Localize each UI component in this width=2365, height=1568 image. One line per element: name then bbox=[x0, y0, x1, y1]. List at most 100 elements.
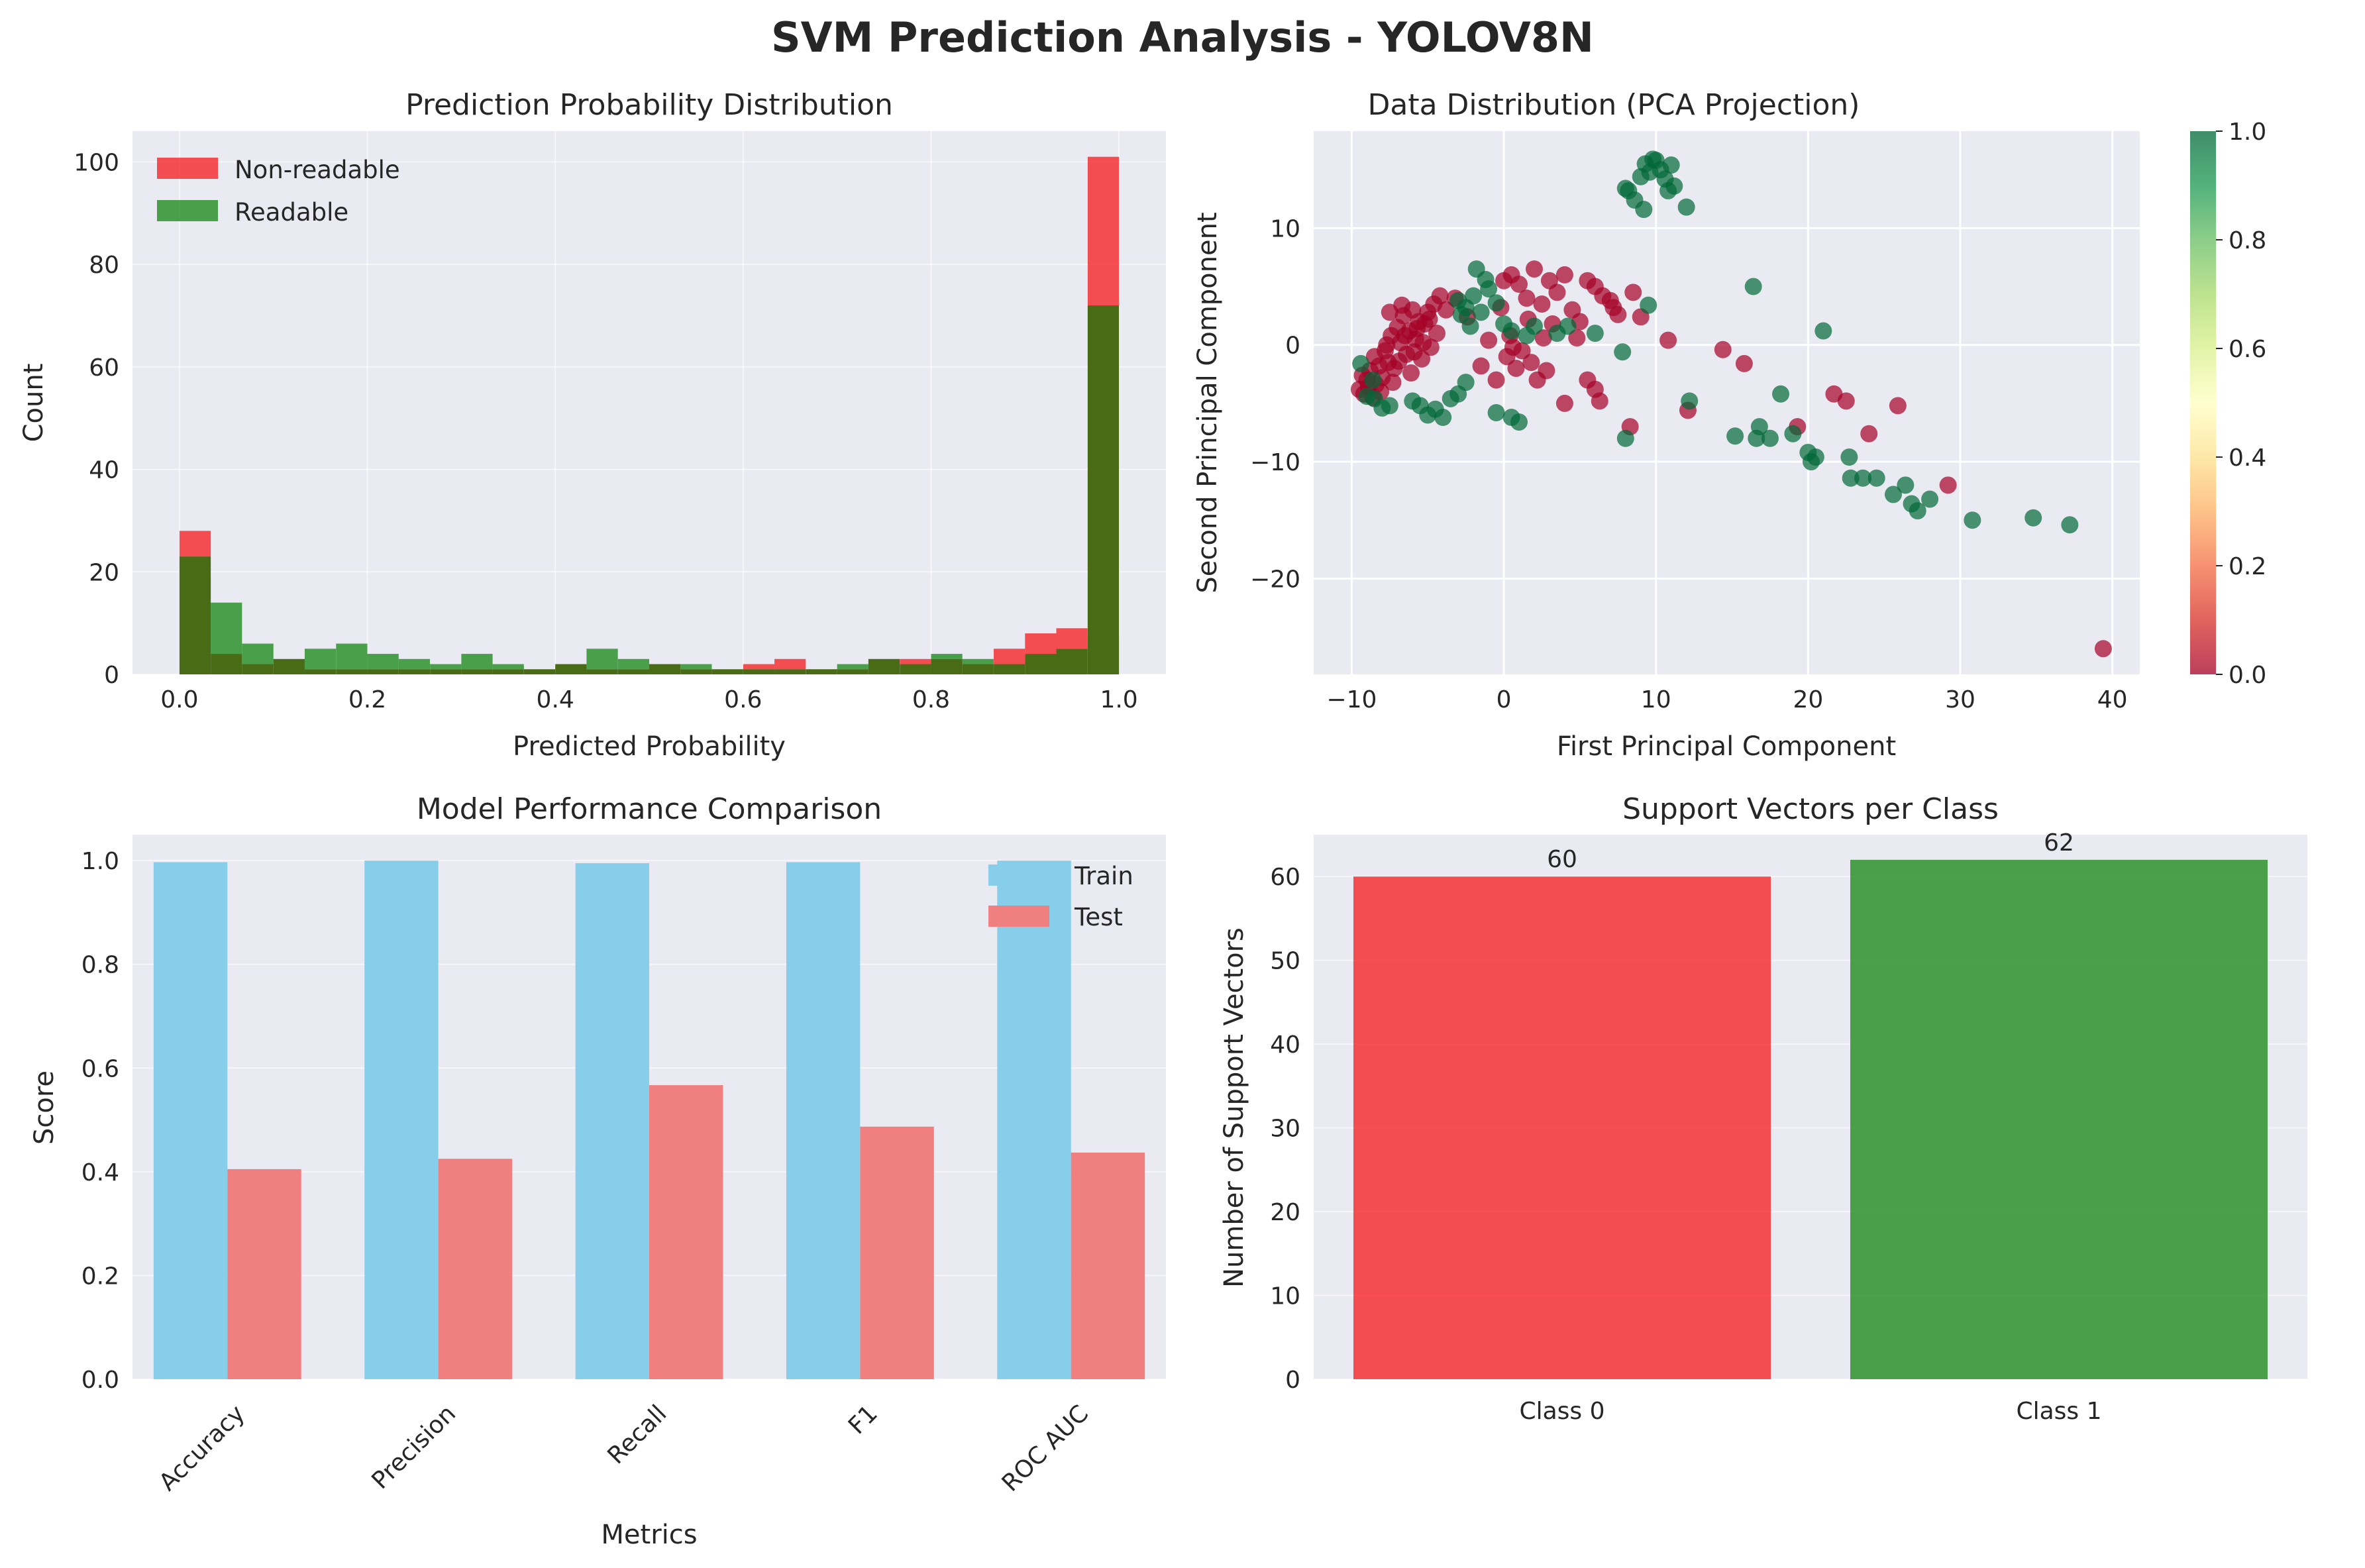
hist-y-tick-label: 60 bbox=[89, 354, 119, 382]
pca-point-readable bbox=[1616, 429, 1634, 447]
pca-point-readable bbox=[1772, 385, 1790, 403]
hist-x-tick-label: 0.4 bbox=[537, 686, 574, 713]
pca-point-readable bbox=[1404, 392, 1422, 410]
hist-bar-overlap bbox=[837, 669, 868, 674]
pca-point-readable bbox=[1867, 469, 1885, 487]
hist-bar-overlap bbox=[868, 658, 900, 674]
pca-x-ticks: −10 0 10 20 30 40 bbox=[1326, 686, 2127, 713]
perf-x-tick-label: ROC AUC bbox=[997, 1400, 1094, 1496]
hist-bar-overlap bbox=[1087, 305, 1120, 674]
hist-bar-readable bbox=[304, 649, 337, 670]
hist-bar-overlap bbox=[304, 669, 337, 674]
pca-point-readable bbox=[1842, 469, 1860, 487]
pca-point-non-readable bbox=[1431, 287, 1449, 305]
hist-bar-readable bbox=[931, 654, 963, 659]
hist-bar-overlap bbox=[555, 664, 587, 674]
pca-point-non-readable bbox=[1568, 329, 1586, 347]
hist-bar-overlap bbox=[774, 669, 806, 674]
sv-bars: 60 62 bbox=[1353, 829, 2268, 1379]
hist-bar-non-readable bbox=[900, 658, 931, 664]
pca-point-non-readable bbox=[1555, 394, 1573, 412]
hist-bar-overlap bbox=[492, 669, 524, 674]
perf-y-tick-label: 0.0 bbox=[81, 1367, 119, 1394]
hist-bar-readable bbox=[367, 654, 399, 670]
perf-bar-test bbox=[649, 1085, 723, 1379]
perf-bar-train bbox=[575, 863, 649, 1379]
pca-point-readable bbox=[1510, 413, 1528, 431]
pca-y-tick-label: 0 bbox=[1285, 333, 1300, 360]
perf-x-tick-label: F1 bbox=[843, 1400, 883, 1439]
pca-point-readable bbox=[1909, 502, 1926, 520]
perf-x-tick-label: Recall bbox=[603, 1400, 672, 1469]
hist-y-tick-label: 40 bbox=[89, 457, 119, 484]
sv-x-tick-label: Class 0 bbox=[1519, 1398, 1604, 1425]
perf-bar-train bbox=[153, 862, 228, 1379]
pca-point-readable bbox=[1884, 486, 1902, 503]
hist-bar-overlap bbox=[994, 664, 1025, 674]
pca-point-non-readable bbox=[1659, 331, 1677, 349]
pca-colorbar-ticks: 0.0 0.2 0.4 0.6 0.8 1.0 bbox=[2216, 119, 2266, 689]
sv-y-label: Number of Support Vectors bbox=[1219, 927, 1249, 1288]
hist-bar-readable bbox=[242, 643, 274, 664]
hist-bar-overlap bbox=[367, 669, 399, 674]
legend-swatch-train bbox=[988, 864, 1049, 886]
hist-x-tick-label: 0.6 bbox=[724, 686, 762, 713]
legend-swatch-readable bbox=[157, 200, 218, 221]
hist-bar-readable bbox=[586, 649, 618, 670]
pca-point-readable bbox=[1559, 317, 1577, 335]
sv-y-tick-label: 10 bbox=[1270, 1283, 1300, 1310]
hist-bar-readable bbox=[680, 664, 712, 670]
pca-point-readable bbox=[1586, 325, 1604, 342]
pca-point-non-readable bbox=[1837, 392, 1855, 410]
pca-point-non-readable bbox=[1525, 260, 1543, 278]
pca-grid bbox=[1314, 131, 2140, 674]
pca-point-readable bbox=[1461, 317, 1479, 335]
hist-y-tick-label: 20 bbox=[89, 559, 119, 586]
pca-point-non-readable bbox=[1480, 331, 1498, 349]
pca-point-readable bbox=[1477, 270, 1495, 288]
pca-point-non-readable bbox=[1555, 266, 1573, 284]
pca-point-non-readable bbox=[1522, 354, 1540, 372]
hist-bar-non-readable bbox=[774, 658, 806, 670]
pca-point-readable bbox=[1744, 278, 1762, 295]
hist-bar-overlap bbox=[962, 664, 994, 674]
perf-y-label: Score bbox=[29, 1071, 60, 1145]
pca-point-non-readable bbox=[1420, 310, 1438, 328]
perf-bar-test bbox=[438, 1159, 513, 1379]
pca-point-readable bbox=[1897, 476, 1915, 494]
pca-point-non-readable bbox=[1507, 359, 1525, 377]
pca-point-readable bbox=[1807, 448, 1824, 466]
sv-y-tick-label: 50 bbox=[1270, 948, 1300, 975]
hist-x-tick-label: 0.0 bbox=[160, 686, 198, 713]
hist-bar-overlap bbox=[649, 664, 681, 674]
perf-y-tick-label: 0.6 bbox=[81, 1055, 119, 1082]
hist-bar-non-readable bbox=[743, 664, 775, 670]
pca-point-readable bbox=[1681, 392, 1699, 410]
hist-y-label: Count bbox=[19, 364, 49, 443]
hist-bar-readable bbox=[398, 658, 430, 670]
pca-point-non-readable bbox=[1487, 371, 1505, 389]
hist-x-tick-label: 0.8 bbox=[912, 686, 950, 713]
perf-bar-test bbox=[1071, 1152, 1145, 1379]
hist-bar-overlap bbox=[523, 669, 556, 674]
hist-bar-overlap bbox=[617, 669, 649, 674]
pca-colorbar-tick-label: 0.2 bbox=[2229, 553, 2266, 580]
perf-bar-train bbox=[364, 861, 439, 1379]
pca-point-readable bbox=[1358, 388, 1376, 405]
pca-point-non-readable bbox=[1624, 284, 1642, 301]
pca-point-readable bbox=[1854, 469, 1872, 487]
pca-point-readable bbox=[1434, 409, 1452, 427]
pca-point-non-readable bbox=[1860, 425, 1878, 443]
pca-x-tick-label: 20 bbox=[1793, 686, 1823, 713]
pca-point-readable bbox=[1964, 511, 1981, 529]
pca-point-readable bbox=[1662, 156, 1680, 174]
pca-colorbar-tick-label: 1.0 bbox=[2229, 119, 2266, 146]
pca-x-label: First Principal Component bbox=[1557, 731, 1896, 762]
pca-colorbar-tick-label: 0.6 bbox=[2229, 336, 2266, 363]
pca-y-tick-label: −10 bbox=[1250, 449, 1300, 476]
pca-colorbar-tick-label: 0.8 bbox=[2229, 227, 2266, 254]
sv-y-tick-label: 20 bbox=[1270, 1199, 1300, 1226]
pca-point-non-readable bbox=[1889, 397, 1907, 415]
pca-point-non-readable bbox=[1548, 284, 1566, 301]
pca-point-readable bbox=[1487, 294, 1505, 312]
